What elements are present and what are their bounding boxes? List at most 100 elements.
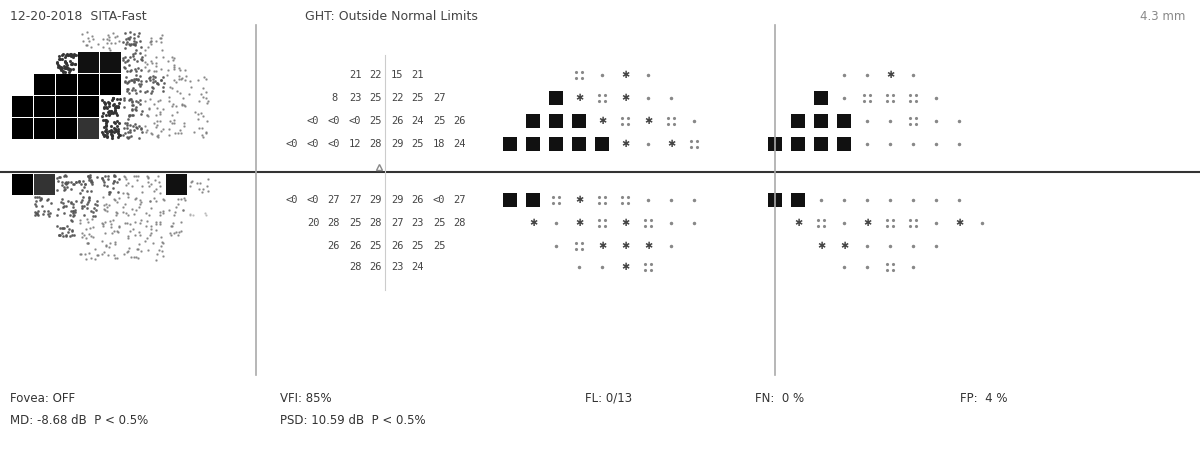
Bar (838, 114, 851, 128)
Bar (34, 118, 55, 139)
Text: ✱: ✱ (575, 195, 583, 205)
Text: 27: 27 (328, 195, 341, 205)
Text: <0: <0 (286, 195, 299, 205)
Bar (791, 193, 805, 207)
Text: GHT: Outside Normal Limits: GHT: Outside Normal Limits (305, 10, 478, 23)
Text: ✱: ✱ (598, 241, 606, 251)
Text: 29: 29 (391, 139, 403, 149)
Text: 25: 25 (412, 139, 425, 149)
Text: 25: 25 (370, 116, 383, 126)
Text: FL: 0/13: FL: 0/13 (586, 391, 632, 405)
Bar (78, 52, 98, 73)
Bar (100, 74, 121, 95)
Text: 26: 26 (370, 262, 383, 272)
Text: 24: 24 (412, 262, 425, 272)
Text: 25: 25 (433, 241, 445, 251)
Text: 18: 18 (433, 139, 445, 149)
Text: 22: 22 (391, 93, 403, 103)
Bar (78, 74, 98, 95)
Text: PSD: 10.59 dB  P < 0.5%: PSD: 10.59 dB P < 0.5% (280, 414, 426, 427)
Text: VFI: 85%: VFI: 85% (280, 391, 331, 405)
Text: ✱: ✱ (598, 116, 606, 126)
Bar (78, 118, 98, 139)
Text: 26: 26 (391, 116, 403, 126)
Bar (791, 137, 805, 151)
Text: 28: 28 (370, 218, 383, 228)
Text: 24: 24 (454, 139, 467, 149)
Text: ✱: ✱ (620, 218, 629, 228)
Text: 28: 28 (370, 139, 383, 149)
Text: 27: 27 (433, 93, 445, 103)
Text: ✱: ✱ (620, 241, 629, 251)
Bar (34, 74, 55, 95)
Text: <0: <0 (307, 116, 319, 126)
Text: 28: 28 (349, 262, 361, 272)
Text: 25: 25 (349, 218, 361, 228)
Text: 27: 27 (454, 195, 467, 205)
Text: 21: 21 (412, 70, 425, 80)
Text: ✱: ✱ (620, 139, 629, 149)
Text: <0: <0 (328, 139, 341, 149)
Bar (166, 174, 187, 195)
Bar (12, 118, 34, 139)
Bar (768, 137, 782, 151)
Text: 15: 15 (391, 70, 403, 80)
Text: 26: 26 (412, 195, 425, 205)
Bar (503, 193, 517, 207)
Bar (814, 137, 828, 151)
Text: ✱: ✱ (955, 218, 964, 228)
Text: 4.3 mm: 4.3 mm (1140, 10, 1186, 23)
Text: 25: 25 (433, 218, 445, 228)
Text: FP:  4 %: FP: 4 % (960, 391, 1008, 405)
Bar (814, 114, 828, 128)
Text: <0: <0 (328, 116, 341, 126)
Text: ✱: ✱ (620, 70, 629, 80)
Bar (526, 137, 540, 151)
Bar (550, 137, 563, 151)
Text: 29: 29 (370, 195, 383, 205)
Text: 29: 29 (391, 195, 403, 205)
Text: Fovea: OFF: Fovea: OFF (10, 391, 76, 405)
Text: 25: 25 (412, 241, 425, 251)
Bar (768, 193, 782, 207)
Text: 21: 21 (349, 70, 361, 80)
Bar (12, 174, 34, 195)
Text: 20: 20 (307, 218, 319, 228)
Text: 25: 25 (412, 93, 425, 103)
Text: 12: 12 (349, 139, 361, 149)
Text: 8: 8 (331, 93, 337, 103)
Text: ✱: ✱ (529, 218, 538, 228)
Text: <0: <0 (307, 195, 319, 205)
Text: ✱: ✱ (575, 93, 583, 103)
Text: 25: 25 (370, 241, 383, 251)
Bar (56, 96, 77, 117)
Text: <0: <0 (307, 139, 319, 149)
Text: ✱: ✱ (644, 241, 652, 251)
Bar (550, 91, 563, 105)
Text: 26: 26 (454, 116, 467, 126)
Text: 27: 27 (349, 195, 361, 205)
Bar (34, 96, 55, 117)
Bar (550, 114, 563, 128)
Bar (56, 74, 77, 95)
Bar (838, 137, 851, 151)
Bar (56, 118, 77, 139)
Text: 28: 28 (328, 218, 341, 228)
Text: ✱: ✱ (575, 218, 583, 228)
Bar (12, 96, 34, 117)
Text: 23: 23 (391, 262, 403, 272)
Bar (572, 114, 586, 128)
Text: 12-20-2018  SITA-Fast: 12-20-2018 SITA-Fast (10, 10, 146, 23)
Text: 23: 23 (349, 93, 361, 103)
Bar (78, 96, 98, 117)
Bar (791, 114, 805, 128)
Bar (572, 137, 586, 151)
Text: <0: <0 (433, 195, 445, 205)
Text: ✱: ✱ (667, 139, 676, 149)
Text: 26: 26 (328, 241, 341, 251)
Text: 24: 24 (412, 116, 425, 126)
Text: 22: 22 (370, 70, 383, 80)
Bar (503, 137, 517, 151)
Text: ✱: ✱ (620, 262, 629, 272)
Text: ✱: ✱ (620, 93, 629, 103)
